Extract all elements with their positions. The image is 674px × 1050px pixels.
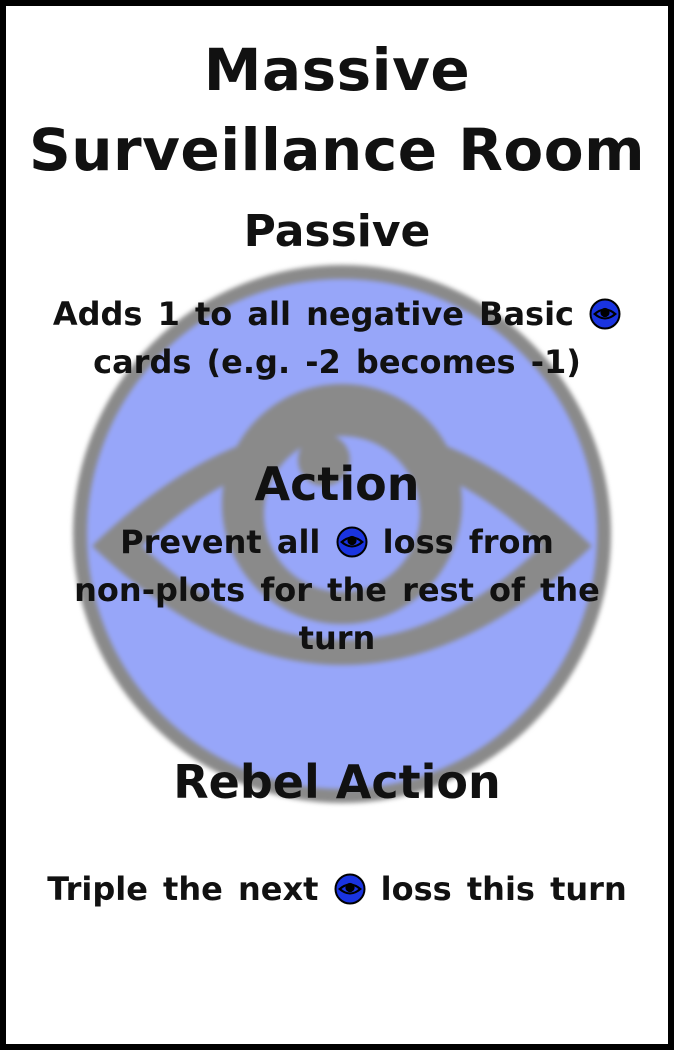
rebel-line1-post: loss this turn — [380, 870, 627, 908]
passive-text: Adds 1 to all negative Basic cards (e.g.… — [6, 290, 668, 386]
action-line1: Prevent all loss from — [6, 518, 668, 566]
passive-line2: cards (e.g. -2 becomes -1) — [93, 343, 581, 381]
action-line2: non-plots for the rest of the — [74, 571, 600, 609]
card: Massive Surveillance Room Passive Adds 1… — [6, 6, 668, 1044]
eye-icon — [334, 873, 366, 905]
card-title: Massive Surveillance Room — [6, 30, 668, 190]
card-title-line1: Massive — [203, 36, 471, 104]
action-line3: turn — [298, 619, 376, 657]
passive-line1: Adds 1 to all negative Basic — [6, 290, 668, 338]
action-line1-pre: Prevent all — [120, 523, 321, 561]
card-title-line2: Surveillance Room — [28, 116, 646, 184]
action-line1-post: loss from — [382, 523, 554, 561]
rebel-line1-pre: Triple the next — [47, 870, 319, 908]
eye-icon — [589, 298, 621, 330]
eye-icon — [336, 526, 368, 558]
action-heading: Action — [254, 457, 420, 511]
action-text: Prevent all loss from non-plots for the … — [6, 518, 668, 662]
passive-line1-text: Adds 1 to all negative Basic — [52, 295, 575, 333]
passive-heading: Passive — [243, 206, 431, 257]
rebel-action-text: Triple the next loss this turn — [6, 864, 668, 914]
rebel-action-heading: Rebel Action — [173, 755, 501, 809]
